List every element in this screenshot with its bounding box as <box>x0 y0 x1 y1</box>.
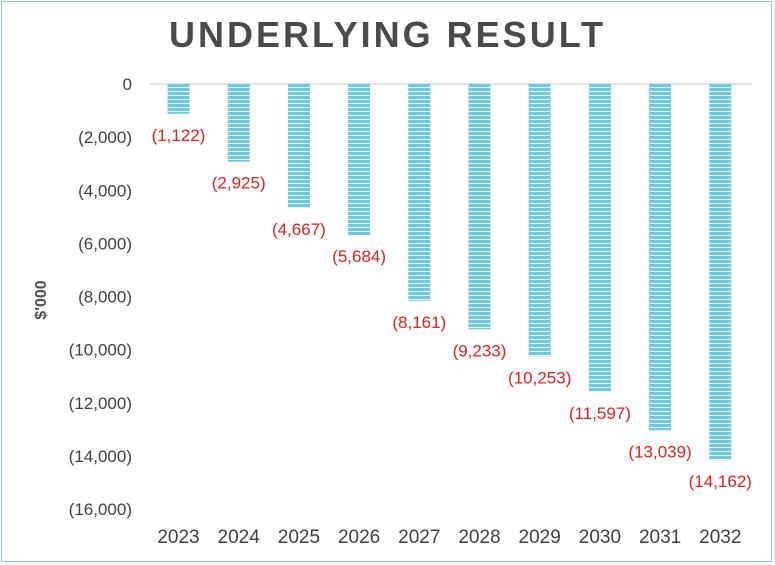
bar <box>287 84 310 208</box>
y-tick-labels: 0 (2,000) (4,000) (6,000) (8,000) (10,000) (12… <box>69 75 132 519</box>
bar <box>468 84 491 330</box>
y-tick-label: 0 <box>123 75 132 94</box>
x-tick-label: 2030 <box>579 527 621 548</box>
y-tick-label: (12,000) <box>69 394 132 413</box>
x-tick-label: 2024 <box>218 527 261 548</box>
bar <box>408 84 431 301</box>
y-axis-label: $'000 <box>33 280 50 320</box>
data-label: (4,667) <box>272 220 326 239</box>
data-label: (1,122) <box>152 126 206 145</box>
x-tick-label: 2029 <box>519 527 561 548</box>
y-tick-label: (6,000) <box>78 234 132 253</box>
data-label: (8,161) <box>392 313 446 332</box>
y-tick-label: (16,000) <box>69 500 132 519</box>
bar <box>348 84 371 235</box>
data-label: (13,039) <box>628 442 691 461</box>
bars <box>167 84 732 461</box>
y-tick-label: (8,000) <box>78 288 132 307</box>
bar <box>588 84 611 393</box>
x-tick-labels: 2023 2024 2025 2026 2027 2028 2029 2030 2031 2032 <box>157 527 741 548</box>
bar <box>227 84 250 162</box>
data-labels: (1,122) (2,925) (4,667) (5,684) (8,161) (9,23… <box>152 126 752 491</box>
bar <box>649 84 672 431</box>
x-tick-label: 2032 <box>699 527 741 548</box>
x-tick-label: 2025 <box>278 527 320 548</box>
bar <box>167 84 190 114</box>
data-label: (2,925) <box>212 174 266 193</box>
x-tick-label: 2031 <box>639 527 681 548</box>
x-tick-label: 2023 <box>157 527 199 548</box>
data-label: (10,253) <box>508 368 571 387</box>
y-tick-label: (10,000) <box>69 341 132 360</box>
y-tick-label: (2,000) <box>78 128 132 147</box>
x-tick-label: 2028 <box>458 527 500 548</box>
y-tick-label: (14,000) <box>69 447 132 466</box>
y-tick-label: (4,000) <box>78 181 132 200</box>
data-label: (14,162) <box>689 472 752 491</box>
data-label: (11,597) <box>569 404 631 423</box>
data-label: (5,684) <box>332 247 386 266</box>
x-tick-label: 2027 <box>398 527 440 548</box>
bar <box>528 84 551 357</box>
data-label: (9,233) <box>453 341 507 360</box>
x-tick-label: 2026 <box>338 527 380 548</box>
bar <box>709 84 732 461</box>
chart-title: UNDERLYING RESULT <box>168 14 607 55</box>
